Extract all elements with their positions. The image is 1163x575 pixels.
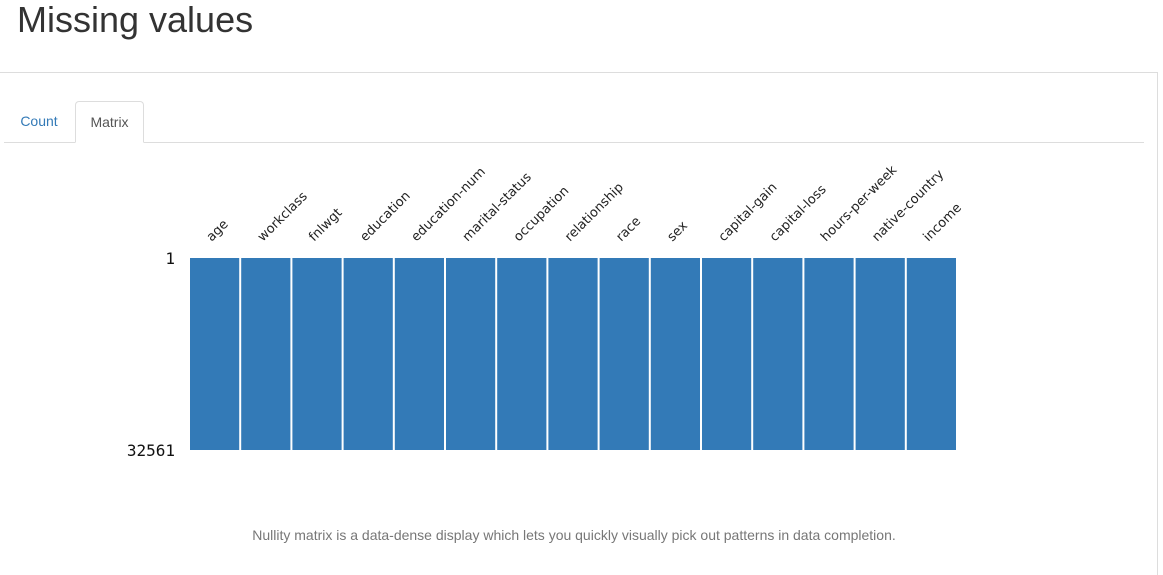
matrix-column-sex	[650, 258, 700, 450]
matrix-column-marital-status	[446, 258, 496, 450]
matrix-column-workclass	[241, 258, 291, 450]
tab-bar: Count Matrix	[4, 101, 1144, 143]
matrix-column-occupation	[497, 258, 547, 450]
column-label: race	[613, 214, 644, 245]
matrix-column-income	[906, 258, 956, 450]
matrix-column-age	[190, 258, 240, 450]
column-label: sex	[665, 218, 692, 245]
matrix-column-fnlwgt	[292, 258, 342, 450]
tab-count[interactable]: Count	[20, 113, 58, 129]
column-label: workclass	[255, 189, 311, 245]
row-label-first: 1	[165, 249, 175, 268]
column-label: income	[921, 201, 965, 245]
matrix-column-relationship	[548, 258, 598, 450]
matrix-column-capital-loss	[753, 258, 803, 450]
matrix-column-native-country	[855, 258, 905, 450]
column-label: age	[204, 217, 232, 245]
page-title: Missing values	[17, 0, 254, 40]
matrix-column-capital-gain	[702, 258, 752, 450]
matrix-column-hours-per-week	[804, 258, 854, 450]
row-label-last: 32561	[127, 441, 175, 460]
matrix-column-education	[343, 258, 393, 450]
matrix-caption: Nullity matrix is a data-dense display w…	[252, 527, 896, 543]
column-label: education	[357, 189, 413, 245]
content-panel	[0, 72, 1158, 575]
matrix-column-education-num	[394, 258, 444, 450]
column-label: fnlwgt	[306, 206, 345, 245]
tab-matrix[interactable]: Matrix	[75, 101, 144, 143]
matrix-column-race	[599, 258, 649, 450]
